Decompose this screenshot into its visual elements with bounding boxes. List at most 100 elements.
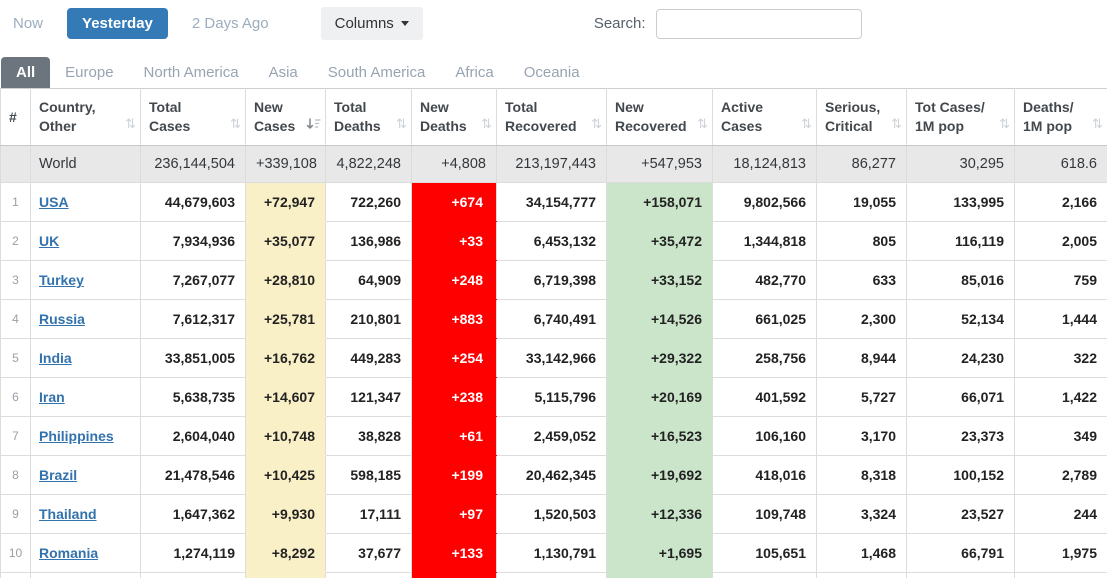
- cell-total_deaths: 449,283: [325, 338, 412, 378]
- cell-total_cases: 7,267,077: [140, 260, 246, 300]
- country-link-turkey[interactable]: Turkey: [39, 272, 84, 288]
- tab-north-america[interactable]: North America: [143, 64, 239, 81]
- sort-both-icon: ⇅: [1092, 116, 1103, 131]
- cell-total_recovered: 6,740,491: [496, 299, 607, 339]
- country-link-russia[interactable]: Russia: [39, 311, 85, 327]
- tab-south-america[interactable]: South America: [327, 64, 426, 81]
- header-label-line1: Total: [505, 99, 538, 115]
- col-header-new_cases[interactable]: New Cases: [245, 88, 326, 146]
- cell-tot_cases_1m: 23,527: [906, 494, 1015, 534]
- cell-country: Iran: [30, 377, 141, 417]
- cell-tot_cases_1m: 66,791: [906, 533, 1015, 573]
- cell-total_deaths: 38,828: [325, 416, 412, 456]
- cell-new_recovered: +12,336: [606, 494, 713, 534]
- sort-both-icon: ⇅: [891, 116, 902, 131]
- two-days-ago-button[interactable]: 2 Days Ago: [191, 15, 269, 32]
- country-link-india[interactable]: India: [39, 350, 72, 366]
- cell-total_cases: 7,612,317: [140, 299, 246, 339]
- table-row-uk: 2 UK 7,934,936 +35,077 136,986 +33 6,453,132 +3…: [0, 221, 1107, 261]
- cell-active_cases: 18,124,813: [712, 145, 817, 183]
- col-header-active_cases[interactable]: Active Cases ⇅: [712, 88, 817, 146]
- cell-serious_critical: 2,300: [816, 299, 907, 339]
- cell-total_deaths: 4,822,248: [325, 145, 412, 183]
- cell-country: Romania: [30, 533, 141, 573]
- cell-deaths_1m: 759: [1014, 260, 1107, 300]
- header-label-line2: 1M pop: [1023, 118, 1072, 134]
- cell-new_recovered: +14,526: [606, 299, 713, 339]
- cell-rank: 2: [0, 221, 31, 261]
- sort-both-icon: ⇅: [697, 116, 708, 131]
- columns-dropdown-button[interactable]: Columns: [320, 7, 423, 40]
- col-header-total_deaths[interactable]: Total Deaths ⇅: [325, 88, 412, 146]
- header-label-line1: Active: [721, 99, 764, 115]
- cell-total_cases: 5,638,735: [140, 377, 246, 417]
- cell-total_cases: 33,851,005: [140, 338, 246, 378]
- col-header-deaths_1m[interactable]: Deaths/1M pop ⇅: [1014, 88, 1107, 146]
- cell-country: [30, 572, 141, 578]
- country-link-romania[interactable]: Romania: [39, 545, 99, 561]
- header-label-line2: Recovered: [615, 118, 687, 134]
- cell-tot_cases_1m: 52,134: [906, 299, 1015, 339]
- columns-dropdown-label: Columns: [334, 15, 394, 32]
- search-input[interactable]: [655, 8, 862, 39]
- table-row-partial: [0, 572, 1107, 578]
- country-link-uk[interactable]: UK: [39, 233, 60, 249]
- cell-total_cases: [140, 572, 246, 578]
- cell-total_recovered: 34,154,777: [496, 182, 607, 222]
- cell-total_deaths: 64,909: [325, 260, 412, 300]
- header-label-line2: Critical: [825, 118, 873, 134]
- cell-active_cases: 9,802,566: [712, 182, 817, 222]
- col-header-total_cases[interactable]: Total Cases ⇅: [140, 88, 246, 146]
- table-row-thailand: 9 Thailand 1,647,362 +9,930 17,111 +97 1,520,5…: [0, 494, 1107, 534]
- yesterday-button[interactable]: Yesterday: [67, 8, 168, 39]
- header-label-line2: Cases: [254, 118, 296, 134]
- header-label-line1: Total: [149, 99, 182, 115]
- cell-new_cases: +8,292: [245, 533, 326, 573]
- col-header-tot_cases_1m[interactable]: Tot Cases/1M pop ⇅: [906, 88, 1015, 146]
- cell-serious_critical: 8,944: [816, 338, 907, 378]
- covid-stats-table: # Country, Other ⇅ Total Cases ⇅ New Cases Total D…: [0, 88, 1107, 578]
- country-link-brazil[interactable]: Brazil: [39, 467, 78, 483]
- country-link-thailand[interactable]: Thailand: [39, 506, 97, 522]
- cell-active_cases: 258,756: [712, 338, 817, 378]
- tab-asia[interactable]: Asia: [268, 64, 298, 81]
- cell-total_recovered: 6,453,132: [496, 221, 607, 261]
- country-link-usa[interactable]: USA: [39, 194, 69, 210]
- tab-europe[interactable]: Europe: [65, 64, 114, 81]
- table-row-romania: 10 Romania 1,274,119 +8,292 37,677 +133 1,130,…: [0, 533, 1107, 573]
- cell-total_recovered: [496, 572, 607, 578]
- sort-both-icon: ⇅: [230, 116, 241, 131]
- cell-new_deaths: +133: [411, 533, 497, 573]
- cell-serious_critical: 633: [816, 260, 907, 300]
- cell-new_deaths: +254: [411, 338, 497, 378]
- now-button[interactable]: Now: [13, 15, 44, 32]
- cell-new_cases: +72,947: [245, 182, 326, 222]
- cell-deaths_1m: 1,444: [1014, 299, 1107, 339]
- cell-new_deaths: +248: [411, 260, 497, 300]
- col-header-new_recovered[interactable]: New Recovered ⇅: [606, 88, 713, 146]
- tab-africa[interactable]: Africa: [455, 64, 494, 81]
- cell-deaths_1m: 349: [1014, 416, 1107, 456]
- country-link-iran[interactable]: Iran: [39, 389, 65, 405]
- cell-total_recovered: 1,130,791: [496, 533, 607, 573]
- cell-total_deaths: 722,260: [325, 182, 412, 222]
- tab-all[interactable]: All: [1, 57, 51, 88]
- cell-tot_cases_1m: 85,016: [906, 260, 1015, 300]
- col-header-country[interactable]: Country, Other ⇅: [30, 88, 141, 146]
- header-label-line2: Deaths: [334, 118, 381, 134]
- cell-rank: [0, 145, 31, 183]
- header-label-line1: New: [254, 99, 283, 115]
- search-label: Search:: [593, 15, 646, 32]
- search-group: Search:: [593, 8, 862, 39]
- table-row-iran: 6 Iran 5,638,735 +14,607 121,347 +238 5,115,79…: [0, 377, 1107, 417]
- col-header-serious_critical[interactable]: Serious, Critical ⇅: [816, 88, 907, 146]
- cell-deaths_1m: 1,975: [1014, 533, 1107, 573]
- cell-total_cases: 44,679,603: [140, 182, 246, 222]
- cell-total_deaths: 17,111: [325, 494, 412, 534]
- col-header-total_recovered[interactable]: Total Recovered ⇅: [496, 88, 607, 146]
- tab-oceania[interactable]: Oceania: [523, 64, 580, 81]
- col-header-new_deaths[interactable]: New Deaths ⇅: [411, 88, 497, 146]
- cell-new_recovered: +1,695: [606, 533, 713, 573]
- cell-serious_critical: 805: [816, 221, 907, 261]
- country-link-philippines[interactable]: Philippines: [39, 428, 114, 444]
